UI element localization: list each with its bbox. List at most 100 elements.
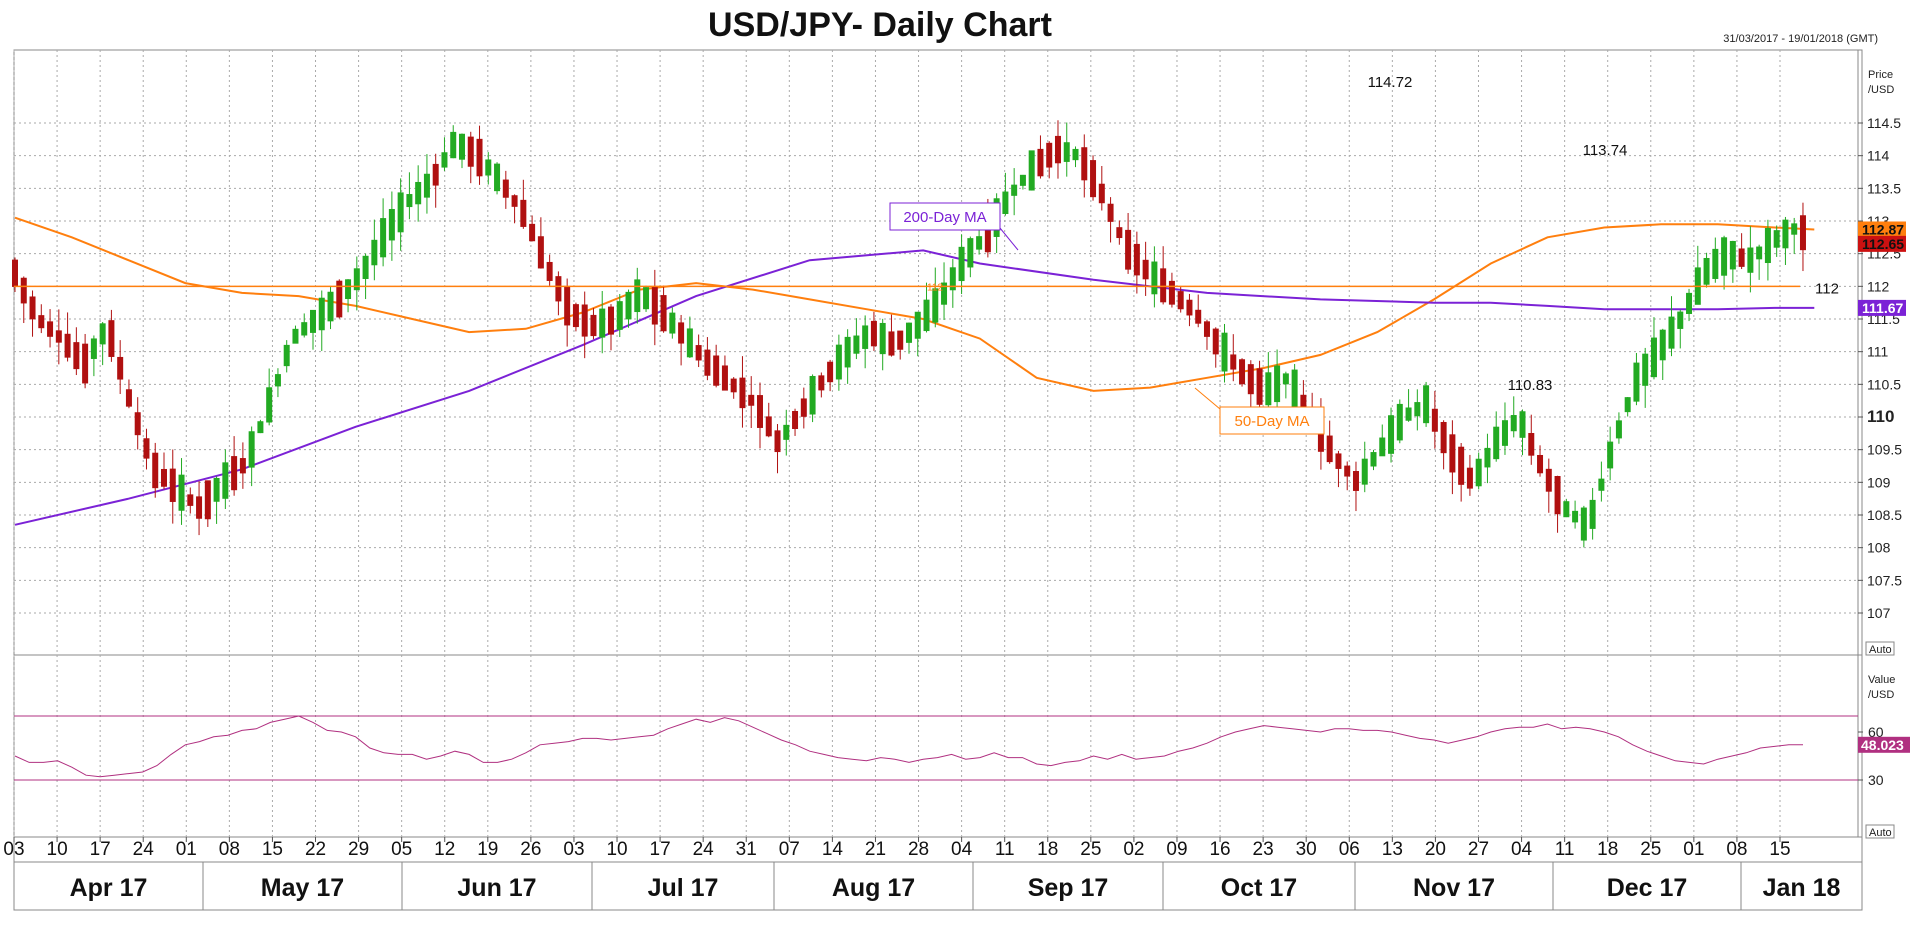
candle — [1607, 426, 1614, 481]
candle — [739, 356, 746, 428]
candle-body — [1107, 203, 1114, 222]
candle-body — [1195, 309, 1202, 324]
candle — [1388, 407, 1395, 463]
candle-body — [537, 236, 544, 269]
candle-body — [1431, 408, 1438, 432]
candle-body — [1659, 329, 1666, 361]
candle — [1510, 396, 1517, 438]
price-badge: 112.65 — [1858, 235, 1906, 252]
candle — [1431, 390, 1438, 449]
candle — [1799, 202, 1806, 272]
day-tick-label: 18 — [1597, 839, 1618, 860]
candle-body — [1011, 184, 1018, 196]
candle — [353, 256, 360, 311]
candle-body — [792, 410, 799, 429]
candle-body — [1212, 328, 1219, 355]
candle-body — [1615, 420, 1622, 439]
candle-body — [38, 315, 45, 329]
candle — [1072, 146, 1079, 168]
rsi-last-badge-label: 48.023 — [1861, 737, 1904, 753]
candle — [809, 374, 816, 423]
rsi-tick-label: 30 — [1868, 772, 1884, 788]
price-tick-label: 107 — [1867, 605, 1891, 621]
candle-body — [739, 377, 746, 409]
candle-body — [1405, 407, 1412, 421]
candle-body — [590, 314, 597, 337]
candle — [388, 191, 395, 261]
day-tick-label: 18 — [1037, 839, 1058, 860]
candle — [1177, 286, 1184, 313]
candle — [1352, 461, 1359, 512]
candle-body — [248, 431, 255, 468]
candle-body — [1563, 501, 1570, 518]
candle — [695, 334, 702, 368]
candle-body — [844, 336, 851, 368]
candle-body — [897, 330, 904, 350]
candle — [301, 313, 308, 338]
candle-body — [1528, 433, 1535, 456]
candle-body — [1633, 362, 1640, 402]
candle-body — [643, 287, 650, 310]
candle — [1326, 420, 1333, 464]
candle — [1615, 412, 1622, 444]
candle — [117, 340, 124, 394]
candle — [783, 409, 790, 456]
candle — [441, 137, 448, 171]
day-tick-label: 21 — [865, 839, 886, 860]
candle-body — [397, 192, 404, 233]
candle-body — [914, 311, 921, 339]
day-tick-label: 17 — [650, 839, 671, 860]
candle — [1554, 475, 1561, 533]
candle — [1642, 347, 1649, 408]
candle — [20, 276, 27, 324]
candle-body — [1493, 426, 1500, 460]
candle — [1230, 334, 1237, 382]
candle — [1037, 135, 1044, 179]
candle-body — [1142, 259, 1149, 280]
candle-body — [502, 179, 509, 198]
support-line-label: 112 — [1815, 280, 1839, 297]
price-tick-label: 109 — [1867, 474, 1891, 490]
candle-body — [1466, 467, 1473, 489]
candle — [64, 312, 71, 362]
candle — [1677, 309, 1684, 349]
rsi-auto-button[interactable]: Auto — [1865, 824, 1895, 839]
candle — [55, 309, 62, 365]
candle — [879, 318, 886, 371]
candle — [309, 309, 316, 350]
annotation-label: 114.72 — [1368, 74, 1413, 91]
day-tick-label: 15 — [1769, 839, 1790, 860]
candle-body — [1019, 174, 1026, 186]
candle-body — [1677, 311, 1684, 329]
price-auto-button[interactable]: Auto — [1865, 641, 1895, 656]
date-range: 31/03/2017 - 19/01/2018 (GMT) — [1723, 33, 1878, 45]
candle — [213, 476, 220, 524]
candle-body — [783, 424, 790, 440]
candle — [827, 359, 834, 392]
candle-body — [1537, 454, 1544, 474]
candle — [494, 162, 501, 195]
candle — [1291, 364, 1298, 411]
day-tick-label: 06 — [1339, 839, 1360, 860]
candle-body — [1668, 316, 1675, 349]
candle-body — [64, 333, 71, 358]
candle-body — [941, 282, 948, 305]
price-badge-box — [1858, 221, 1906, 238]
candle — [564, 278, 571, 347]
day-tick-label: 11 — [1555, 839, 1575, 860]
candle-body — [564, 286, 571, 326]
candle — [643, 285, 650, 312]
candle — [502, 170, 509, 209]
candle — [888, 314, 895, 357]
candle — [415, 165, 422, 222]
candle — [362, 253, 369, 300]
month-label: Jun 17 — [457, 874, 536, 902]
candle — [1054, 120, 1061, 179]
month-label: Sep 17 — [1028, 874, 1109, 902]
candle — [266, 368, 273, 426]
candle-body — [1449, 434, 1456, 473]
price-tick-label: 108.5 — [1867, 507, 1902, 523]
candle-body — [1054, 135, 1061, 164]
candle — [1449, 420, 1456, 495]
candle-body — [634, 279, 641, 313]
